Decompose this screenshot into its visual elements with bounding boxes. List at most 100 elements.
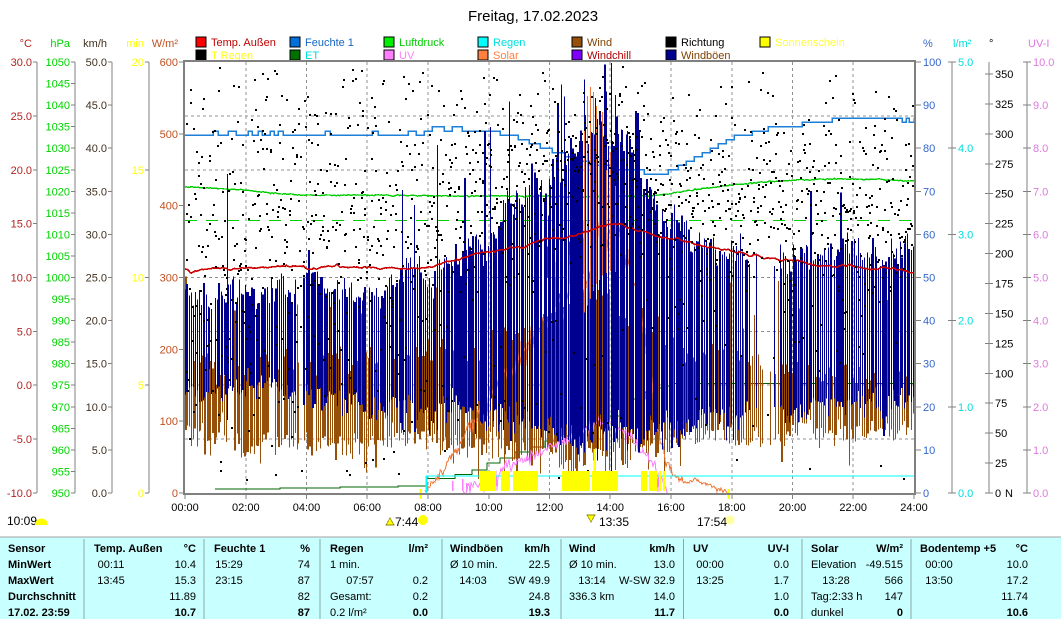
svg-text:300: 300 <box>995 129 1013 141</box>
svg-text:20: 20 <box>132 57 144 69</box>
svg-text:5.0: 5.0 <box>958 57 973 69</box>
svg-text:30.0: 30.0 <box>11 57 32 69</box>
svg-text:336.3 km: 336.3 km <box>569 591 614 603</box>
svg-text:Feuchte 1: Feuchte 1 <box>305 37 354 49</box>
svg-text:W-SW 32.9: W-SW 32.9 <box>619 575 675 587</box>
svg-text:°: ° <box>989 38 993 50</box>
svg-text:25: 25 <box>995 458 1007 470</box>
svg-text:1030: 1030 <box>46 143 70 155</box>
svg-text:SW 49.9: SW 49.9 <box>508 575 550 587</box>
svg-text:200: 200 <box>160 344 178 356</box>
svg-text:980: 980 <box>52 359 70 371</box>
svg-text:Solar: Solar <box>493 50 519 62</box>
svg-text:4.0: 4.0 <box>1033 316 1048 328</box>
svg-text:00:11: 00:11 <box>98 559 125 571</box>
svg-text:10.7: 10.7 <box>175 607 196 619</box>
svg-text:25.0: 25.0 <box>86 273 107 285</box>
svg-text:225: 225 <box>995 219 1013 231</box>
svg-text:l/m²: l/m² <box>408 543 428 555</box>
svg-text:17:54: 17:54 <box>697 515 727 529</box>
svg-text:30.0: 30.0 <box>86 229 107 241</box>
svg-text:%: % <box>923 38 933 50</box>
svg-text:0.2: 0.2 <box>413 591 428 603</box>
svg-text:°C: °C <box>1016 543 1028 555</box>
svg-text:Windböen: Windböen <box>681 50 731 62</box>
svg-text:45.0: 45.0 <box>86 100 107 112</box>
svg-text:hPa: hPa <box>50 38 70 50</box>
svg-text:0.2: 0.2 <box>413 575 428 587</box>
svg-text:2.0: 2.0 <box>1033 402 1048 414</box>
svg-text:0.0: 0.0 <box>774 607 789 619</box>
svg-text:1050: 1050 <box>46 57 70 69</box>
svg-text:1.7: 1.7 <box>774 575 789 587</box>
svg-text:1.0: 1.0 <box>1033 445 1048 457</box>
svg-text:200: 200 <box>995 249 1013 261</box>
svg-text:10.4: 10.4 <box>175 559 196 571</box>
svg-text:500: 500 <box>160 129 178 141</box>
svg-text:955: 955 <box>52 466 70 478</box>
svg-text:1000: 1000 <box>46 273 70 285</box>
svg-text:06:00: 06:00 <box>353 502 381 514</box>
svg-text:min: min <box>126 38 144 50</box>
svg-text:Wind: Wind <box>587 37 612 49</box>
svg-text:17.02. 23:59: 17.02. 23:59 <box>8 607 70 619</box>
svg-text:15.3: 15.3 <box>175 575 196 587</box>
svg-text:8.0: 8.0 <box>1033 143 1048 155</box>
svg-text:566: 566 <box>885 575 903 587</box>
svg-text:325: 325 <box>995 99 1013 111</box>
svg-text:20.0: 20.0 <box>86 316 107 328</box>
svg-text:90: 90 <box>923 100 935 112</box>
svg-text:5.0: 5.0 <box>92 445 107 457</box>
svg-text:ET: ET <box>305 50 319 62</box>
svg-text:15.0: 15.0 <box>86 359 107 371</box>
svg-text:50: 50 <box>995 428 1007 440</box>
svg-text:0: 0 <box>897 607 903 619</box>
svg-text:°C: °C <box>184 543 196 555</box>
svg-text:300: 300 <box>160 273 178 285</box>
svg-text:10: 10 <box>923 445 935 457</box>
svg-text:00:00: 00:00 <box>696 559 724 571</box>
svg-text:W/m²: W/m² <box>152 38 179 50</box>
svg-text:07:57: 07:57 <box>346 575 374 587</box>
svg-text:Tag:2:33 h: Tag:2:33 h <box>811 591 862 603</box>
svg-text:13:28: 13:28 <box>822 575 850 587</box>
svg-text:00:00: 00:00 <box>171 502 199 514</box>
svg-text:10.0: 10.0 <box>1033 57 1054 69</box>
svg-text:60: 60 <box>923 229 935 241</box>
svg-text:1.0: 1.0 <box>958 402 973 414</box>
svg-text:23:15: 23:15 <box>215 575 243 587</box>
svg-text:100: 100 <box>923 57 941 69</box>
svg-text:80: 80 <box>923 143 935 155</box>
svg-text:985: 985 <box>52 337 70 349</box>
svg-text:965: 965 <box>52 423 70 435</box>
svg-text:13:35: 13:35 <box>599 515 629 529</box>
svg-text:Ø 10 min.: Ø 10 min. <box>569 559 617 571</box>
svg-text:15: 15 <box>132 165 144 177</box>
svg-text:0.0: 0.0 <box>92 488 107 500</box>
svg-text:-10.0: -10.0 <box>7 488 32 500</box>
svg-text:0: 0 <box>172 488 178 500</box>
svg-text:Luftdruck: Luftdruck <box>399 37 445 49</box>
svg-text:1.0: 1.0 <box>774 591 789 603</box>
svg-text:20:00: 20:00 <box>779 502 807 514</box>
svg-text:70: 70 <box>923 186 935 198</box>
svg-text:1010: 1010 <box>46 229 70 241</box>
svg-text:1015: 1015 <box>46 208 70 220</box>
svg-text:100: 100 <box>995 368 1013 380</box>
svg-text:5: 5 <box>138 380 144 392</box>
svg-text:Regen: Regen <box>330 543 364 555</box>
svg-text:Wind: Wind <box>569 543 596 555</box>
svg-text:UV-I: UV-I <box>1028 38 1049 50</box>
svg-text:13:25: 13:25 <box>696 575 724 587</box>
svg-text:T Regen: T Regen <box>211 50 253 62</box>
svg-text:10.6: 10.6 <box>1007 607 1028 619</box>
svg-text:UV-I: UV-I <box>768 543 789 555</box>
svg-text:7:44: 7:44 <box>395 515 419 529</box>
svg-text:1040: 1040 <box>46 100 70 112</box>
svg-text:Feuchte 1: Feuchte 1 <box>214 543 265 555</box>
svg-text:10.0: 10.0 <box>11 273 32 285</box>
svg-text:10.0: 10.0 <box>86 402 107 414</box>
svg-text:125: 125 <box>995 338 1013 350</box>
svg-text:5.0: 5.0 <box>17 326 32 338</box>
svg-text:275: 275 <box>995 159 1013 171</box>
